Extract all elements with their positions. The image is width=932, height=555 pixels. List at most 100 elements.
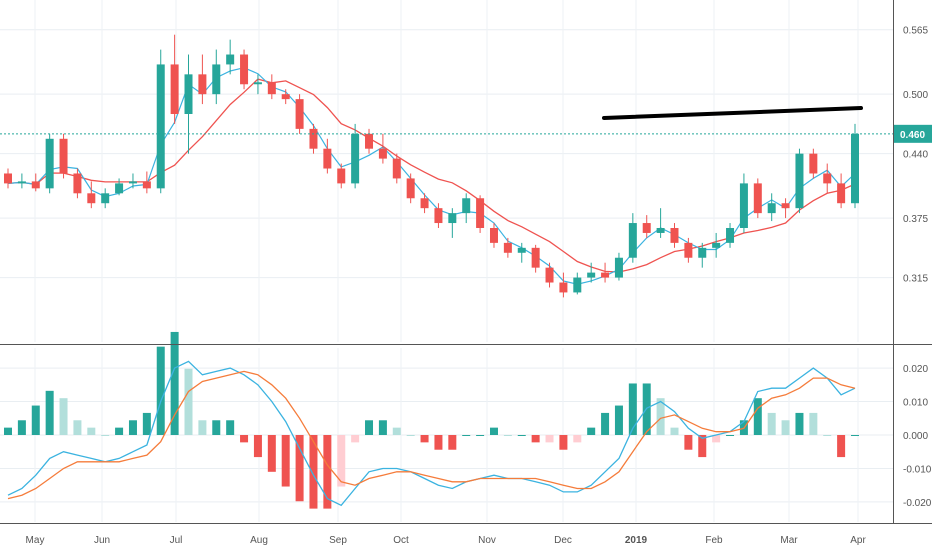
macd-histogram-bar xyxy=(545,435,554,443)
macd-histogram-bar xyxy=(851,435,859,436)
candle-body xyxy=(462,198,471,214)
candle-body xyxy=(309,128,318,149)
macd-histogram-bar xyxy=(559,435,568,450)
indicator-tick-label: 0.010 xyxy=(903,398,928,409)
price-tick-label: 0.440 xyxy=(903,150,928,161)
candle-body xyxy=(434,208,443,224)
candle-body xyxy=(851,133,859,204)
trendline[interactable] xyxy=(602,106,863,120)
macd-histogram-bar xyxy=(128,420,137,435)
macd-histogram-bar xyxy=(156,346,165,435)
macd-histogram-bar xyxy=(601,412,610,435)
macd-histogram-bar xyxy=(684,435,693,450)
x-axis-label: Mar xyxy=(780,535,798,546)
candle-body xyxy=(545,267,554,283)
macd-histogram-bar xyxy=(573,435,582,443)
candle-body xyxy=(323,148,332,169)
macd-histogram-bar xyxy=(392,427,401,435)
candle-body xyxy=(628,223,637,258)
macd-histogram-bar xyxy=(420,435,429,443)
candle-body xyxy=(31,181,40,189)
macd-histogram-bar xyxy=(170,331,179,435)
candle-body xyxy=(698,247,707,258)
candle-body xyxy=(142,181,151,189)
indicator-tick-label: -0.020 xyxy=(903,498,932,509)
candle-body xyxy=(4,173,12,184)
candle-body xyxy=(212,64,221,95)
candle-body xyxy=(795,153,804,209)
macd-histogram-bar xyxy=(767,412,776,435)
macd-histogram-bar xyxy=(253,435,262,458)
candle-body xyxy=(156,64,165,189)
x-axis-label: Dec xyxy=(554,535,572,546)
macd-histogram-bar xyxy=(406,435,415,436)
macd-histogram-bar xyxy=(87,427,96,435)
candle-body xyxy=(489,228,498,243)
macd-histogram-bar xyxy=(240,435,249,443)
macd-histogram-bar xyxy=(309,435,318,509)
macd-histogram-bar xyxy=(323,435,332,509)
indicator-tick-label: -0.010 xyxy=(903,464,932,475)
x-axis-label: May xyxy=(26,535,45,546)
macd-histogram-bar xyxy=(378,420,387,435)
macd-histogram-bar xyxy=(587,427,596,435)
candle-body xyxy=(240,54,249,85)
macd-histogram-bar xyxy=(198,420,207,435)
candle-body xyxy=(295,99,304,129)
candle-body xyxy=(267,82,276,95)
macd-histogram-bar xyxy=(823,435,832,436)
x-axis-label: Nov xyxy=(478,535,496,546)
macd-histogram-bar xyxy=(614,405,623,435)
macd-histogram-bar xyxy=(212,420,221,435)
fast-moving-average-line xyxy=(7,67,856,285)
macd-histogram-bar xyxy=(281,435,290,487)
price-tick-label: 0.500 xyxy=(903,90,928,101)
macd-histogram-bar xyxy=(142,412,151,435)
signal-line xyxy=(7,370,856,500)
macd-histogram-bar xyxy=(531,435,540,443)
candle-body xyxy=(642,223,651,233)
slow-moving-average-line xyxy=(7,78,856,273)
candle-body xyxy=(781,203,790,209)
macd-histogram-bar xyxy=(837,435,846,458)
last-price-label: 0.460 xyxy=(900,130,925,141)
x-axis-label: Jun xyxy=(94,535,110,546)
candle-body xyxy=(767,203,776,214)
macd-histogram-bar xyxy=(809,412,818,435)
macd-histogram-bar xyxy=(726,435,735,436)
candle-body xyxy=(351,133,360,184)
indicator-tick-label: 0.000 xyxy=(903,431,928,442)
macd-histogram-bar xyxy=(351,435,360,443)
macd-histogram-bar xyxy=(753,398,762,435)
candle-body xyxy=(837,183,846,204)
candle-body xyxy=(656,228,665,233)
candle-body xyxy=(73,173,82,194)
candle-body xyxy=(170,64,179,114)
candle-body xyxy=(823,173,832,184)
candle-body xyxy=(406,178,415,199)
macd-histogram-bar xyxy=(489,427,498,435)
macd-histogram-bar xyxy=(503,435,512,436)
macd-histogram-bar xyxy=(628,383,637,435)
x-axis-label: Feb xyxy=(705,535,723,546)
candle-body xyxy=(531,247,540,268)
x-axis-label: Aug xyxy=(250,535,268,546)
macd-histogram-bar xyxy=(4,427,12,435)
x-axis-label: Oct xyxy=(393,535,409,546)
macd-histogram-bar xyxy=(781,420,790,435)
candle-body xyxy=(45,138,54,189)
macd-histogram-bar xyxy=(73,420,82,435)
macd-histogram-bar xyxy=(267,435,276,472)
candle-body xyxy=(378,148,387,159)
price-tick-label: 0.375 xyxy=(903,214,928,225)
candle-body xyxy=(101,193,110,204)
macd-histogram-bar xyxy=(517,435,526,436)
macd-histogram-bar xyxy=(101,435,110,436)
macd-histogram-bar xyxy=(434,435,443,450)
macd-histogram-bar xyxy=(184,368,193,435)
candle-body xyxy=(448,213,457,224)
candle-body xyxy=(726,228,735,243)
candle-body xyxy=(392,158,401,179)
